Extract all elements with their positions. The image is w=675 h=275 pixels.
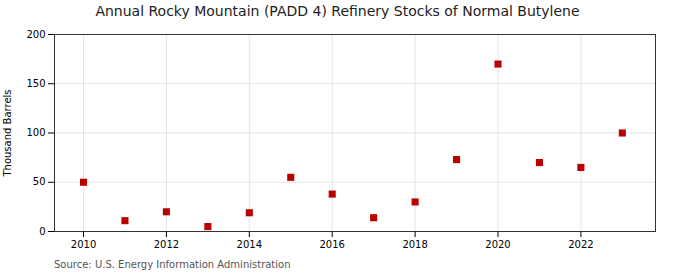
svg-text:50: 50 — [33, 176, 46, 187]
svg-text:0: 0 — [39, 226, 45, 237]
svg-text:2014: 2014 — [237, 239, 262, 250]
svg-text:Thousand Barrels: Thousand Barrels — [2, 89, 13, 177]
html-text:Source: U.S. Energy Informatio: Source: U.S. Energy Information Administ… — [54, 259, 291, 270]
html-text:Annual Rocky Mountain (PADD 4): Annual Rocky Mountain (PADD 4) Refinery … — [95, 3, 580, 19]
svg-text:2012: 2012 — [154, 239, 179, 250]
svg-text:2018: 2018 — [402, 239, 427, 250]
svg-text:100: 100 — [26, 127, 45, 138]
svg-text:150: 150 — [26, 78, 45, 89]
svg-text:2020: 2020 — [485, 239, 510, 250]
svg-text:200: 200 — [26, 29, 45, 40]
svg-text:2016: 2016 — [319, 239, 344, 250]
svg-text:2010: 2010 — [71, 239, 96, 250]
svg-text:2022: 2022 — [568, 239, 593, 250]
